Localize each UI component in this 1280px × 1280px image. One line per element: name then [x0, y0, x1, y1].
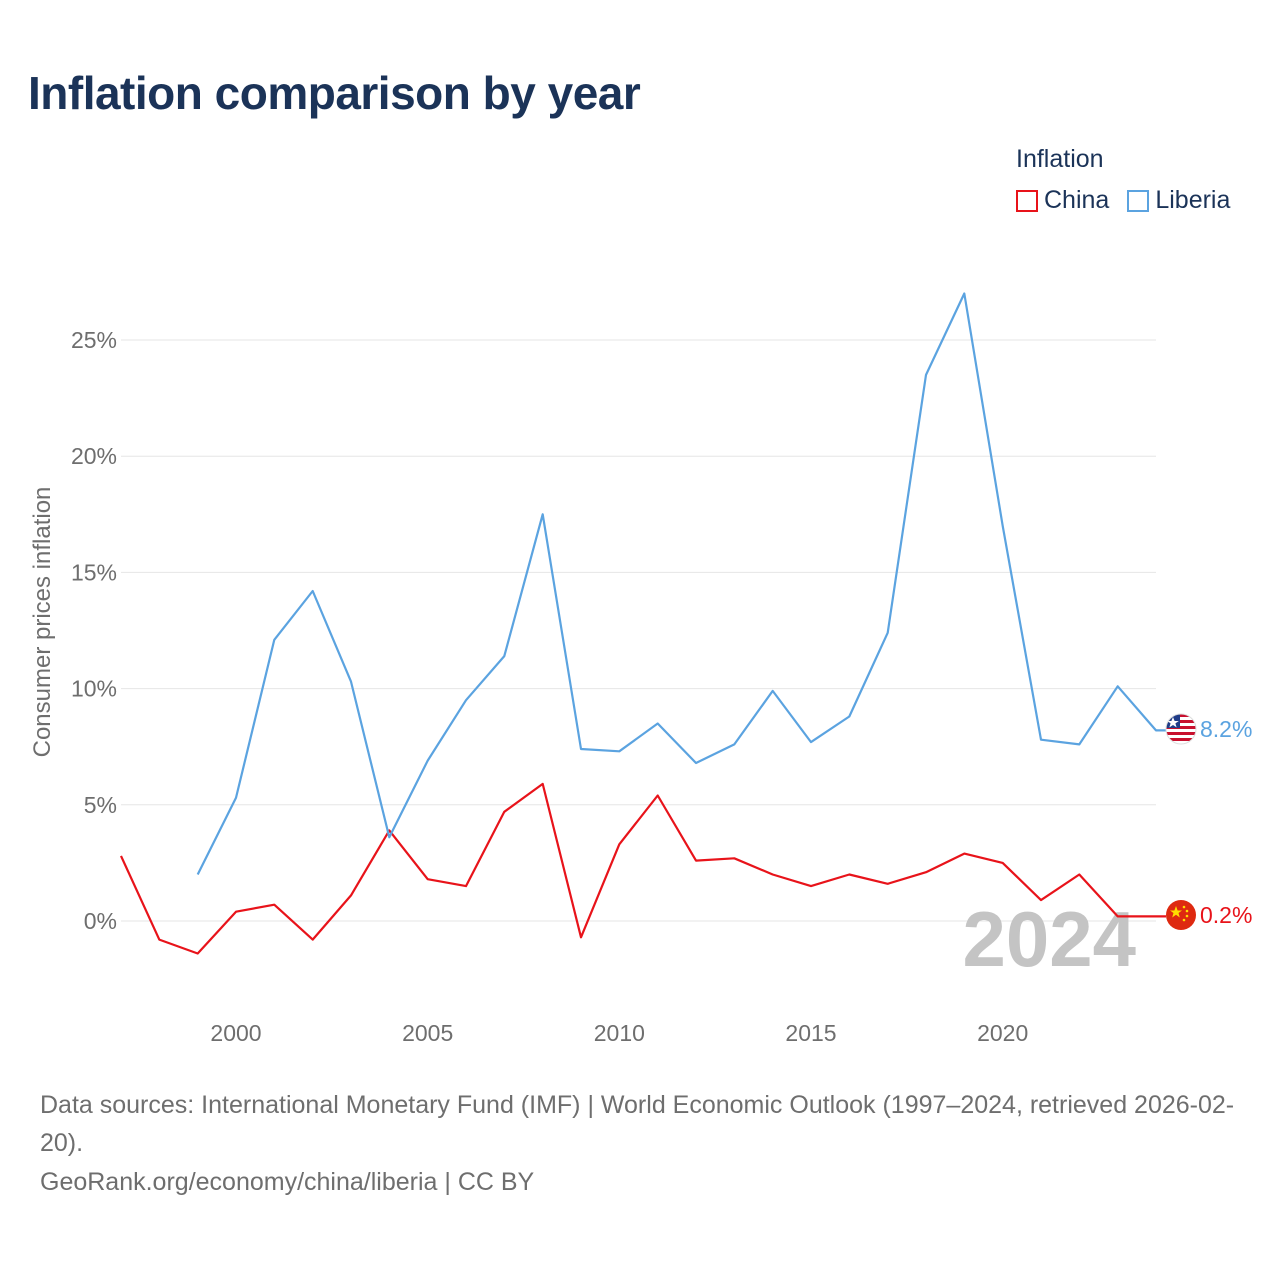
china-flag-icon: [1166, 900, 1196, 930]
page-title: Inflation comparison by year: [28, 67, 641, 119]
grid: [121, 339, 1156, 922]
legend-label-china: China: [1044, 186, 1110, 214]
year-watermark: 2024: [962, 895, 1136, 983]
y-axis-ticks: 0% 5% 10% 15% 20% 25%: [71, 327, 117, 934]
legend: China Liberia: [1016, 186, 1248, 215]
x-tick-label: 2000: [210, 1020, 261, 1046]
series-line-liberia[interactable]: [196, 292, 1166, 875]
x-tick-label: 2005: [402, 1020, 453, 1046]
x-tick-label: 2015: [785, 1020, 836, 1046]
x-tick-label: 2010: [594, 1020, 645, 1046]
legend-item-china[interactable]: China: [1016, 186, 1109, 215]
legend-title: Inflation: [1016, 145, 1104, 173]
y-tick-label: 20%: [71, 443, 117, 469]
china-end-label: 0.2%: [1200, 902, 1252, 928]
legend-swatch-liberia: [1127, 189, 1150, 212]
x-axis-ticks: 2000 2005 2010 2015 2020: [210, 1020, 1028, 1046]
y-tick-label: 15%: [71, 559, 117, 585]
y-axis-label: Consumer prices inflation: [29, 487, 56, 758]
y-tick-label: 0%: [84, 908, 117, 934]
attribution-link[interactable]: GeoRank.org/economy/china/liberia | CC B…: [40, 1168, 535, 1196]
y-tick-label: 10%: [71, 676, 117, 702]
line-chart: 0% 5% 10% 15% 20% 25% 2000 2005 2010 2015 2020 Co…: [29, 292, 1252, 1046]
x-tick-label: 2020: [977, 1020, 1028, 1046]
liberia-flag-icon: [1165, 713, 1197, 745]
liberia-end-label: 8.2%: [1200, 716, 1252, 742]
legend-swatch-china: [1016, 189, 1038, 212]
y-tick-label: 5%: [84, 792, 117, 818]
y-tick-label: 25%: [71, 327, 117, 353]
data-sources: Data sources: International Monetary Fun…: [40, 1091, 1235, 1157]
series-line-china[interactable]: [119, 782, 1166, 955]
legend-item-liberia[interactable]: Liberia: [1127, 186, 1230, 215]
series: [119, 292, 1166, 955]
legend-label-liberia: Liberia: [1155, 186, 1231, 214]
